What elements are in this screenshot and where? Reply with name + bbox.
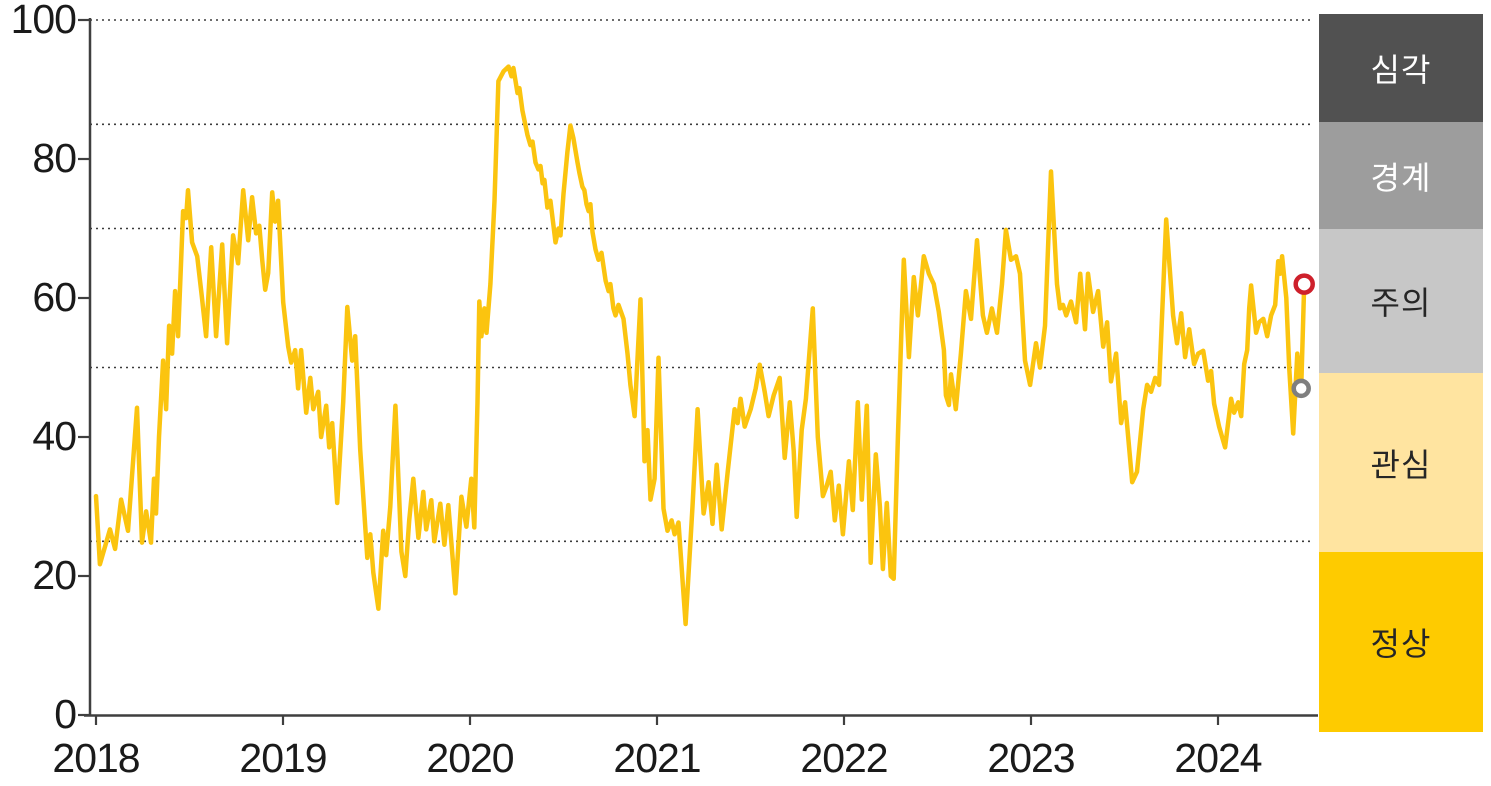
legend-label-caution: 주의: [1370, 285, 1432, 322]
y-tick-label-20: 20: [32, 552, 77, 598]
y-tick-label-0: 0: [54, 691, 77, 737]
y-tick-label-80: 80: [32, 135, 77, 181]
marker-latest-point: [1293, 273, 1315, 295]
x-tick-label-2022: 2022: [800, 735, 888, 781]
legend-label-normal: 정상: [1370, 626, 1432, 663]
marker-previous-point: [1291, 378, 1311, 399]
legend-band-severe: 심각: [1319, 14, 1483, 122]
legend-label-alert: 경계: [1370, 159, 1432, 196]
x-tick-label-2024: 2024: [1174, 735, 1262, 781]
y-tick-label-40: 40: [32, 413, 77, 459]
legend-band-caution: 주의: [1319, 229, 1483, 373]
x-tick-label-2020: 2020: [426, 735, 514, 781]
legend-band-attention: 관심: [1319, 372, 1483, 553]
y-tick-label-100: 100: [10, 0, 77, 42]
legend-label-attention: 관심: [1370, 446, 1432, 483]
x-tick-label-2021: 2021: [613, 735, 701, 781]
x-tick-label-2019: 2019: [239, 735, 327, 781]
index-line: [93, 64, 1307, 627]
legend-band-normal: 정상: [1319, 552, 1483, 732]
legend-band-alert: 경계: [1319, 121, 1483, 230]
x-tick-label-2023: 2023: [987, 735, 1075, 781]
y-tick-label-60: 60: [32, 274, 77, 320]
legend-label-severe: 심각: [1370, 51, 1432, 88]
x-tick-label-2018: 2018: [52, 735, 140, 781]
